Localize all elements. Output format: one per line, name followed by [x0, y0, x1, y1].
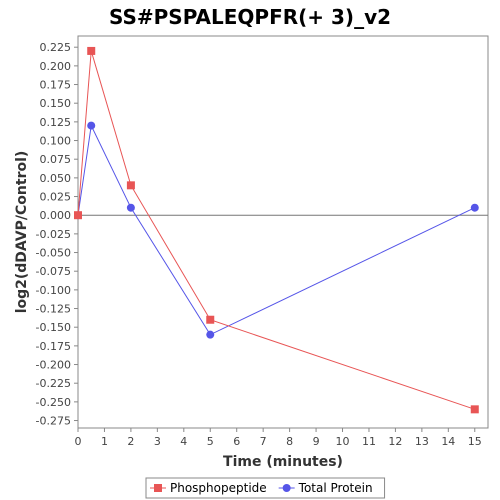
- x-axis: 0 1 2 3 4 5 6 7 8 9 10 11 12 13 14 15: [75, 428, 482, 448]
- phosphopeptide-legend-marker: [154, 484, 162, 492]
- y-tick-label: 0.125: [40, 116, 72, 129]
- y-tick-label: -0.125: [36, 303, 71, 316]
- x-tick-label: 0: [75, 435, 82, 448]
- total-protein-point: [87, 121, 96, 130]
- y-tick-label: -0.050: [36, 247, 71, 260]
- total-protein-point: [206, 330, 215, 339]
- y-tick-label: 0.050: [40, 172, 72, 185]
- y-tick-label: 0.000: [40, 209, 72, 222]
- y-axis: 0.225 0.200 0.175 0.150 0.125 0.100 0.075 0.050…: [36, 41, 78, 428]
- phosphopeptide-point: [470, 405, 479, 414]
- x-tick-label: 7: [260, 435, 267, 448]
- phosphopeptide-point: [74, 211, 82, 220]
- y-tick-label: -0.175: [36, 340, 71, 353]
- total-protein-point: [470, 203, 479, 212]
- x-tick-label: 10: [336, 435, 350, 448]
- series-layer: [74, 46, 479, 414]
- y-tick-label: 0.150: [40, 97, 72, 110]
- y-tick-label: 0.225: [40, 41, 72, 54]
- x-tick-label: 13: [415, 435, 429, 448]
- y-tick-label: 0.025: [40, 191, 72, 204]
- x-tick-label: 1: [101, 435, 108, 448]
- x-tick-label: 6: [233, 435, 240, 448]
- y-tick-label: 0.075: [40, 153, 72, 166]
- x-tick-label: 11: [362, 435, 376, 448]
- x-tick-label: 4: [180, 435, 187, 448]
- phosphopeptide-point: [126, 181, 135, 190]
- y-tick-label: -0.150: [36, 321, 71, 334]
- y-tick-label: -0.025: [36, 228, 71, 241]
- y-tick-label: -0.275: [36, 415, 71, 428]
- x-tick-label: 2: [127, 435, 134, 448]
- plot-area: [77, 35, 489, 429]
- phosphopeptide-point: [87, 46, 96, 55]
- y-tick-label: 0.175: [40, 79, 72, 92]
- total-protein-legend-marker: [282, 484, 291, 492]
- total-protein-legend-label: Total Protein: [298, 481, 373, 495]
- y-tick-label: 0.200: [40, 60, 72, 73]
- y-tick-label: -0.225: [36, 377, 71, 390]
- y-tick-label: -0.100: [36, 284, 71, 297]
- x-tick-label: 14: [441, 435, 455, 448]
- x-tick-label: 8: [286, 435, 293, 448]
- legend-box: [145, 477, 386, 499]
- x-tick-label: 15: [468, 435, 482, 448]
- phosphopeptide-legend-label: Phosphopeptide: [170, 481, 267, 495]
- y-tick-label: -0.200: [36, 359, 71, 372]
- x-tick-label: 3: [154, 435, 161, 448]
- y-axis-title: log2(dDAVP/Control): [14, 151, 30, 314]
- x-tick-label: 5: [207, 435, 214, 448]
- y-tick-label: -0.075: [36, 265, 71, 278]
- legend: Phosphopeptide Total Protein: [145, 477, 386, 499]
- y-tick-label: -0.250: [36, 396, 71, 409]
- y-tick-label: 0.100: [40, 135, 72, 148]
- phosphopeptide-point: [206, 315, 215, 324]
- chart-title: SS#PSPALEQPFR(+ 3)_v2: [109, 5, 391, 29]
- x-axis-title: Time (minutes): [223, 454, 343, 470]
- total-protein-point: [126, 203, 135, 212]
- x-tick-label: 12: [388, 435, 402, 448]
- x-tick-label: 9: [313, 435, 320, 448]
